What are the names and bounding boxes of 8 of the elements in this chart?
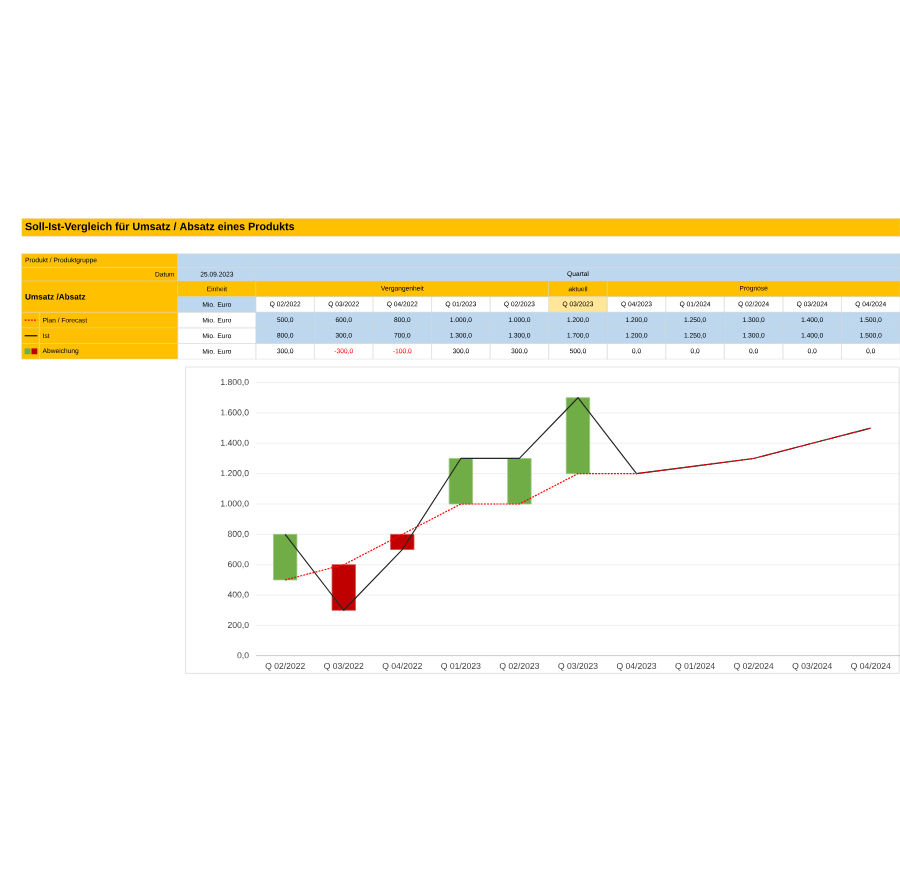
bar [507,457,532,505]
bar [448,457,473,505]
bar [565,397,591,474]
bar [390,533,415,550]
line-series [284,427,872,581]
line-series [284,396,872,611]
bar [331,564,356,611]
bar [273,533,298,581]
